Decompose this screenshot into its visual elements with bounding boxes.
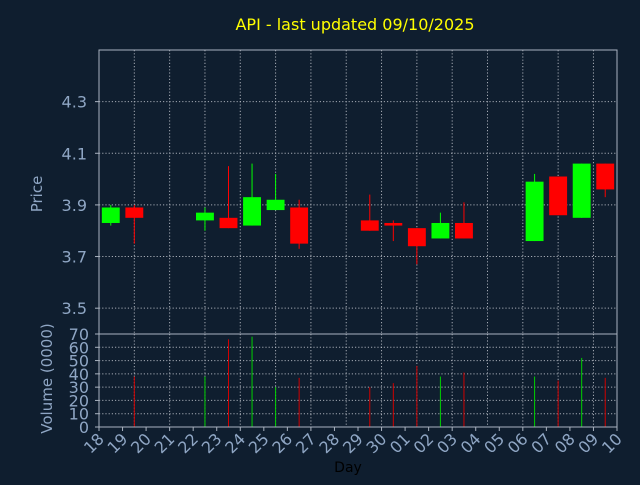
candle-body-24 [243,197,261,226]
volume-panel-border [98,333,618,428]
volume-tick-label: 50 [69,352,89,371]
candle-body-25 [266,199,285,211]
candle-body-29 [360,220,379,231]
chart-title: API - last updated 09/10/2025 [235,15,474,34]
volume-tick-label: 30 [69,378,89,397]
price-tick-label: 3.5 [62,299,87,318]
candle-body-02 [431,222,450,239]
price-tick-label: 4.3 [62,93,87,112]
volume-tick-label: 20 [69,391,89,410]
axes: 3.53.73.94.14.30102030405060701819202122… [62,49,626,457]
candle-body-03 [455,222,473,239]
price-tick-label: 3.9 [62,196,87,215]
chart-marks [101,163,615,427]
candle-body-08 [572,163,591,218]
volume-axis-label: Volume (0000) [38,323,56,433]
candle-body-22 [196,212,214,221]
candle-body-19 [125,207,144,218]
candle-body-01 [407,228,426,247]
candle-body-23 [219,217,238,229]
price-axis-label: Price [28,176,46,213]
x-axis-label: Day [334,460,362,476]
x-tick-label: 10 [598,429,626,457]
candle-body-06 [525,181,544,242]
volume-tick-label: 70 [69,325,89,344]
candle-body-30 [384,222,403,226]
volume-tick-label: 60 [69,338,89,357]
volume-tick-label: 40 [69,365,89,384]
candle-body-26 [290,207,309,244]
candle-body-07 [549,176,568,216]
volume-tick-label: 0 [79,418,89,437]
candle-body-18 [101,207,120,223]
price-tick-label: 4.1 [62,144,87,163]
price-tick-label: 3.7 [62,248,87,267]
candle-body-09 [596,163,615,190]
volume-tick-label: 10 [69,405,89,424]
